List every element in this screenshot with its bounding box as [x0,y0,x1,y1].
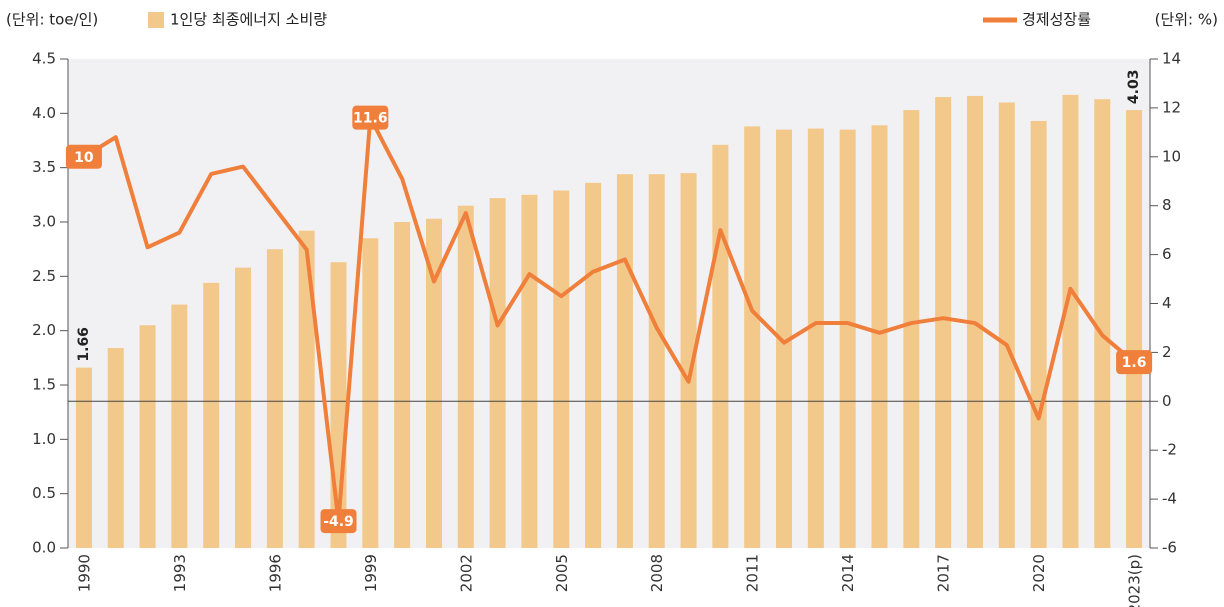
legend-label: 경제성장률 [1022,11,1091,29]
plot-area [68,59,1150,548]
x-tick-label: 1990 [75,554,93,592]
bar [362,238,379,549]
bar [744,126,761,548]
bar [139,325,156,548]
point-label-box [320,509,357,534]
point-label-box [65,144,102,169]
y-tick-label: 3.0 [32,213,56,231]
bar [776,129,793,548]
point-value-label: -4.9 [323,514,354,530]
bar [935,97,952,549]
x-tick-label: 2020 [1030,554,1048,592]
x-tick-label: 1996 [266,554,284,592]
bar [1030,120,1047,548]
bar-value-label: 1.66 [76,327,92,362]
bar [680,173,697,548]
y-tick-label: 1.5 [32,376,56,394]
bar [903,110,920,548]
point-value-label: 11.6 [353,111,388,127]
bar [807,128,824,548]
y2-tick-label: -4 [1162,490,1177,508]
point-label: -4.9 [320,509,357,534]
y2-tick-label: 6 [1162,245,1172,263]
bar [1094,99,1111,548]
legend-label: 1인당 최종에너지 소비량 [170,11,327,29]
bar [489,198,506,549]
y-tick-label: 0.0 [32,539,56,557]
y2-tick-label: 10 [1162,147,1181,165]
y-axis-label: (단위: toe/인) [6,11,98,29]
y-tick-label: 0.5 [32,484,56,502]
point-value-label: 10 [74,150,94,166]
bar [235,267,252,548]
y2-tick-label: 2 [1162,343,1172,361]
x-tick-label: 2011 [744,554,762,592]
y2-tick-label: 12 [1162,98,1181,116]
y2-tick-label: -6 [1162,539,1177,557]
x-tick-label: 2023(p) [1126,554,1144,607]
y2-tick-label: 0 [1162,392,1172,410]
x-tick-label: 1999 [362,554,380,592]
bar [203,282,220,548]
y2-tick-label: -2 [1162,441,1177,459]
bar [107,348,124,548]
y-tick-label: 4.0 [32,104,56,122]
y-tick-label: 2.5 [32,267,56,285]
x-tick-label: 2014 [839,554,857,592]
point-label: 10 [65,144,102,169]
y-tick-label: 3.5 [32,158,56,176]
bar [266,249,283,548]
x-tick-label: 2005 [553,554,571,592]
y-tick-label: 1.0 [32,430,56,448]
x-tick-label: 2008 [648,554,666,592]
y-tick-label: 2.0 [32,321,56,339]
bar [871,125,888,548]
bar [75,367,92,548]
bar [553,190,570,548]
bar [394,222,411,548]
bar [616,174,633,549]
y2-tick-label: 14 [1162,50,1181,68]
point-label-box [352,105,389,130]
bar [1062,94,1079,549]
y2-tick-label: 4 [1162,294,1172,312]
bar [712,144,729,548]
bar [457,205,474,548]
bar [839,129,856,548]
bar [1126,110,1143,548]
point-label: 1.6 [1116,350,1153,375]
x-tick-label: 1993 [171,554,189,592]
x-tick-label: 2017 [935,554,953,592]
y2-axis-label: (단위: %) [1155,11,1218,29]
x-tick-label: 2002 [457,554,475,592]
point-label-box [1116,350,1153,375]
bar [171,304,188,548]
bar [425,218,442,549]
bar [998,102,1015,548]
y-tick-label: 4.5 [32,50,56,68]
y2-tick-label: 8 [1162,196,1172,214]
bar-value-label: 4.03 [1126,70,1142,105]
legend-swatch [148,12,164,28]
line [82,115,1136,524]
bar [585,182,602,548]
bar [521,194,538,549]
bar [648,174,665,549]
bar [298,230,315,548]
point-value-label: 1.6 [1122,355,1147,371]
point-label: 11.6 [352,105,389,130]
